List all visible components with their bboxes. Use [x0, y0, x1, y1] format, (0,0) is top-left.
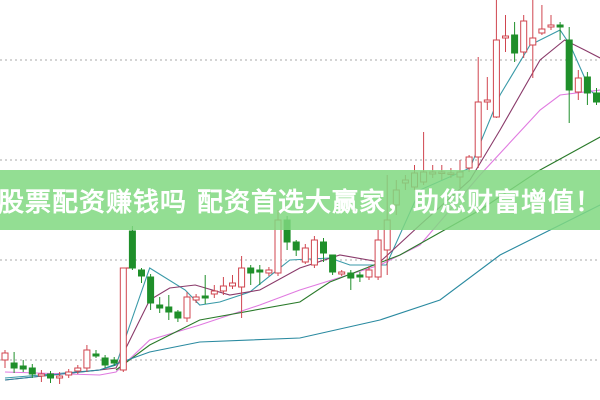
candle-body	[119, 267, 127, 371]
candle-body	[210, 290, 218, 295]
candle-body	[320, 241, 327, 254]
candle-body	[529, 37, 537, 46]
candle-body	[28, 367, 36, 375]
candle-body	[138, 269, 145, 277]
candle-body	[511, 34, 519, 54]
moving-average-line	[4, 39, 600, 381]
candle-body	[301, 247, 309, 263]
candle-body	[229, 282, 236, 287]
candle-body	[538, 28, 546, 34]
candle-body	[219, 285, 227, 292]
candle-body	[356, 274, 364, 278]
candle-body	[502, 35, 509, 39]
candle-body	[19, 365, 27, 370]
candle-body	[474, 101, 482, 158]
candle-body	[83, 349, 91, 369]
candle-body	[183, 296, 191, 319]
candle-body	[256, 269, 264, 273]
candle-body	[265, 269, 273, 274]
candle-body	[37, 373, 45, 377]
candle-body	[247, 267, 255, 274]
candle-body	[1, 352, 9, 361]
candle-body	[56, 375, 64, 379]
candle-body	[310, 239, 318, 266]
candle-body	[65, 371, 73, 376]
candle-body	[74, 367, 82, 372]
candle-body	[520, 20, 528, 53]
candle-body	[465, 156, 473, 169]
candle-body	[92, 353, 100, 357]
candle-body	[47, 373, 54, 379]
candle-body	[492, 39, 500, 118]
candle-body	[574, 77, 582, 93]
candle-body	[483, 99, 491, 103]
ad-banner[interactable]: 股票配资赚钱吗 配资首选大赢家，助您财富增值！	[0, 170, 600, 230]
moving-average-line	[4, 29, 600, 379]
candle-body	[374, 239, 382, 278]
candle-body	[565, 39, 573, 91]
candle-body	[128, 230, 136, 269]
candle-body	[347, 272, 355, 279]
candle-body	[365, 269, 373, 278]
candle-body	[238, 267, 246, 288]
candle-body	[338, 271, 346, 275]
moving-average-line	[4, 89, 600, 376]
candle-body	[583, 76, 591, 94]
candle-body	[329, 254, 337, 273]
candle-body	[593, 92, 600, 103]
candle-body	[292, 241, 300, 251]
candle-body	[201, 295, 209, 299]
candle-body	[174, 311, 182, 319]
candle-body	[165, 306, 173, 313]
candle-body	[547, 24, 555, 28]
candle-body	[156, 304, 164, 309]
candle-body	[101, 357, 109, 366]
candle-body	[110, 359, 118, 364]
candle-body	[556, 24, 564, 28]
candle-body	[10, 362, 18, 369]
banner-text: 股票配资赚钱吗 配资首选大赢家，助您财富增值！	[0, 187, 600, 218]
candle-body	[192, 296, 200, 301]
candle-body	[147, 276, 155, 304]
